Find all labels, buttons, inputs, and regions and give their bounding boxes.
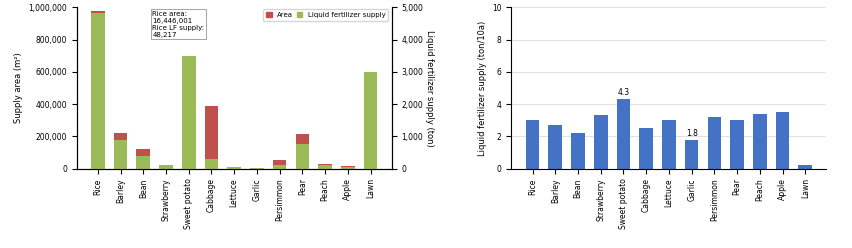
Bar — [182, 56, 196, 169]
Bar — [776, 112, 790, 169]
Bar — [571, 133, 584, 169]
Bar — [113, 133, 127, 169]
Bar — [91, 11, 105, 169]
Bar — [159, 165, 173, 169]
Bar — [526, 120, 539, 169]
Bar — [250, 168, 264, 169]
Bar — [296, 144, 309, 169]
Bar — [273, 165, 286, 169]
Text: 4.3: 4.3 — [618, 88, 630, 97]
Bar — [250, 168, 264, 169]
Bar — [594, 115, 607, 169]
Bar — [730, 120, 744, 169]
Text: 1.8: 1.8 — [686, 129, 698, 138]
Bar — [341, 166, 354, 169]
Bar — [639, 128, 653, 169]
Bar — [204, 159, 218, 169]
Legend: Area, Liquid fertilizer supply: Area, Liquid fertilizer supply — [263, 9, 389, 21]
Bar — [707, 117, 721, 169]
Y-axis label: Liquid fertilizer supply (ton): Liquid fertilizer supply (ton) — [425, 30, 435, 146]
Bar — [341, 167, 354, 169]
Bar — [204, 106, 218, 169]
Bar — [662, 120, 676, 169]
Y-axis label: Liquid fertilizer supply (ton/10a): Liquid fertilizer supply (ton/10a) — [477, 20, 486, 156]
Bar — [319, 164, 332, 169]
Bar — [273, 160, 286, 169]
Bar — [227, 167, 241, 169]
Bar — [296, 134, 309, 169]
Bar — [136, 149, 150, 169]
Bar — [159, 165, 173, 169]
Text: Rice area:
16,446,001
Rice LF supply:
48,217: Rice area: 16,446,001 Rice LF supply: 48… — [153, 11, 204, 38]
Bar — [319, 165, 332, 169]
Y-axis label: Supply area (m²): Supply area (m²) — [14, 53, 23, 124]
Bar — [617, 99, 630, 169]
Bar — [182, 136, 196, 169]
Bar — [364, 72, 377, 169]
Bar — [136, 156, 150, 169]
Bar — [753, 114, 767, 169]
Bar — [113, 140, 127, 169]
Bar — [685, 140, 699, 169]
Bar — [798, 165, 812, 169]
Bar — [91, 13, 105, 169]
Bar — [227, 167, 241, 169]
Bar — [549, 125, 562, 169]
